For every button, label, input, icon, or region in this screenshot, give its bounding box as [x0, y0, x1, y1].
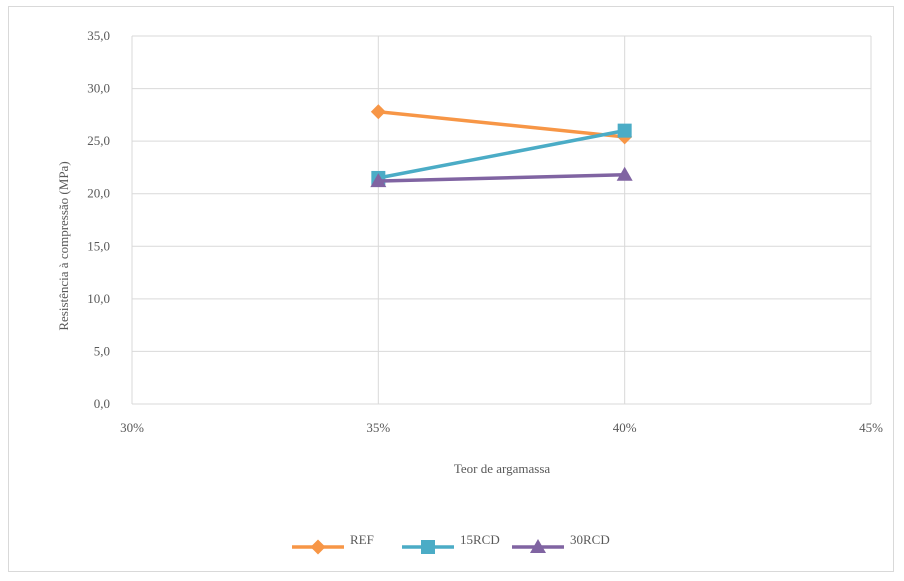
legend-label-30rcd: 30RCD — [570, 532, 610, 547]
legend-marker-30rcd — [530, 539, 546, 553]
x-tick-label: 40% — [613, 420, 637, 435]
series-line-15rcd — [376, 128, 627, 180]
series-line-ref — [376, 109, 627, 139]
legend: REF 15RCD 30RCD — [292, 532, 610, 555]
legend-label-15rcd: 15RCD — [460, 532, 500, 547]
legend-marker-15rcd — [421, 540, 435, 554]
gridlines — [131, 35, 872, 405]
y-tick-label: 10,0 — [87, 291, 110, 306]
legend-label-ref: REF — [350, 532, 374, 547]
y-tick-label: 5,0 — [94, 343, 110, 358]
x-tick-labels: 30% 35% 40% 45% — [120, 420, 883, 435]
y-tick-label: 35,0 — [87, 28, 110, 43]
chart-frame — [8, 6, 894, 572]
data-point-ref — [370, 104, 386, 120]
y-tick-labels: 0,0 5,0 10,0 15,0 20,0 25,0 30,0 35,0 — [87, 28, 110, 411]
x-tick-label: 30% — [120, 420, 144, 435]
y-tick-label: 25,0 — [87, 133, 110, 148]
x-axis-title: Teor de argamassa — [454, 461, 551, 476]
x-tick-label: 45% — [859, 420, 883, 435]
y-axis-title: Resistência à compressão (MPa) — [56, 161, 71, 330]
data-point-15rcd — [617, 123, 632, 138]
series-group — [370, 104, 633, 188]
y-tick-label: 15,0 — [87, 238, 110, 253]
series-line-30rcd — [376, 173, 627, 183]
data-point-30rcd — [370, 173, 387, 188]
y-tick-label: 20,0 — [87, 186, 110, 201]
y-tick-label: 30,0 — [87, 81, 110, 96]
x-tick-label: 35% — [366, 420, 390, 435]
y-tick-label: 0,0 — [94, 396, 110, 411]
data-point-30rcd — [616, 166, 633, 181]
legend-marker-ref — [310, 539, 326, 555]
